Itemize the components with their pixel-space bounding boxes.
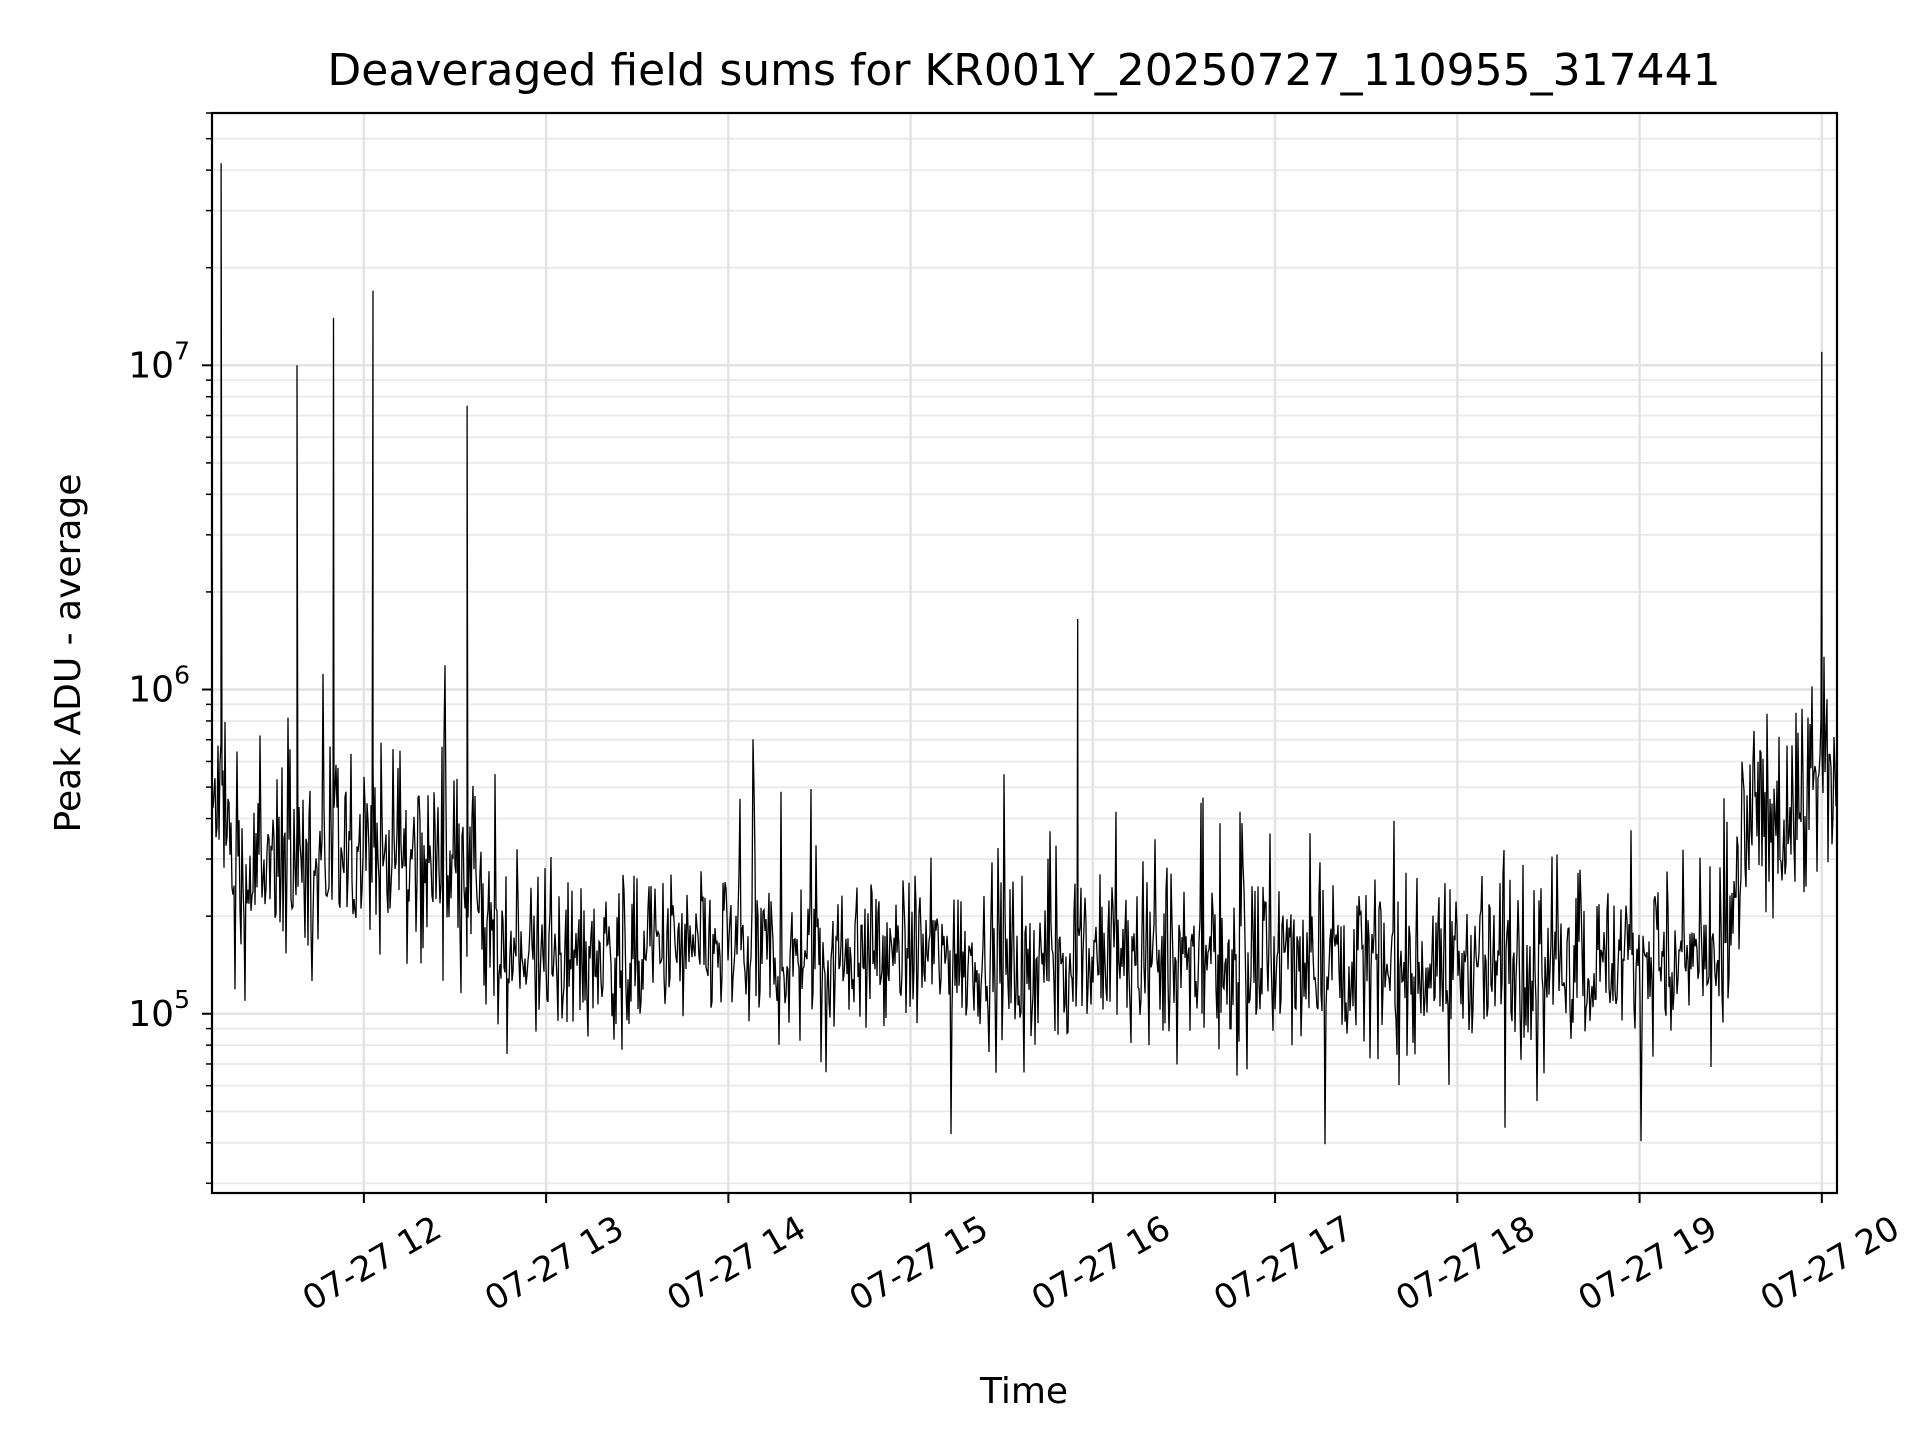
plot-frame [210, 111, 1839, 1195]
series-line [212, 163, 1837, 1145]
y-axis-label: Peak ADU - average [48, 474, 89, 833]
y-tick-label: 105 [128, 985, 190, 1035]
x-axis-label: Time [979, 1371, 1068, 1412]
y-tick-label: 107 [128, 336, 190, 386]
gridlines [212, 112, 1837, 1193]
plot-area [212, 163, 1837, 1145]
chart-title: Deaveraged field sums for KR001Y_2025072… [327, 45, 1720, 96]
y-tick-label: 106 [128, 661, 190, 711]
